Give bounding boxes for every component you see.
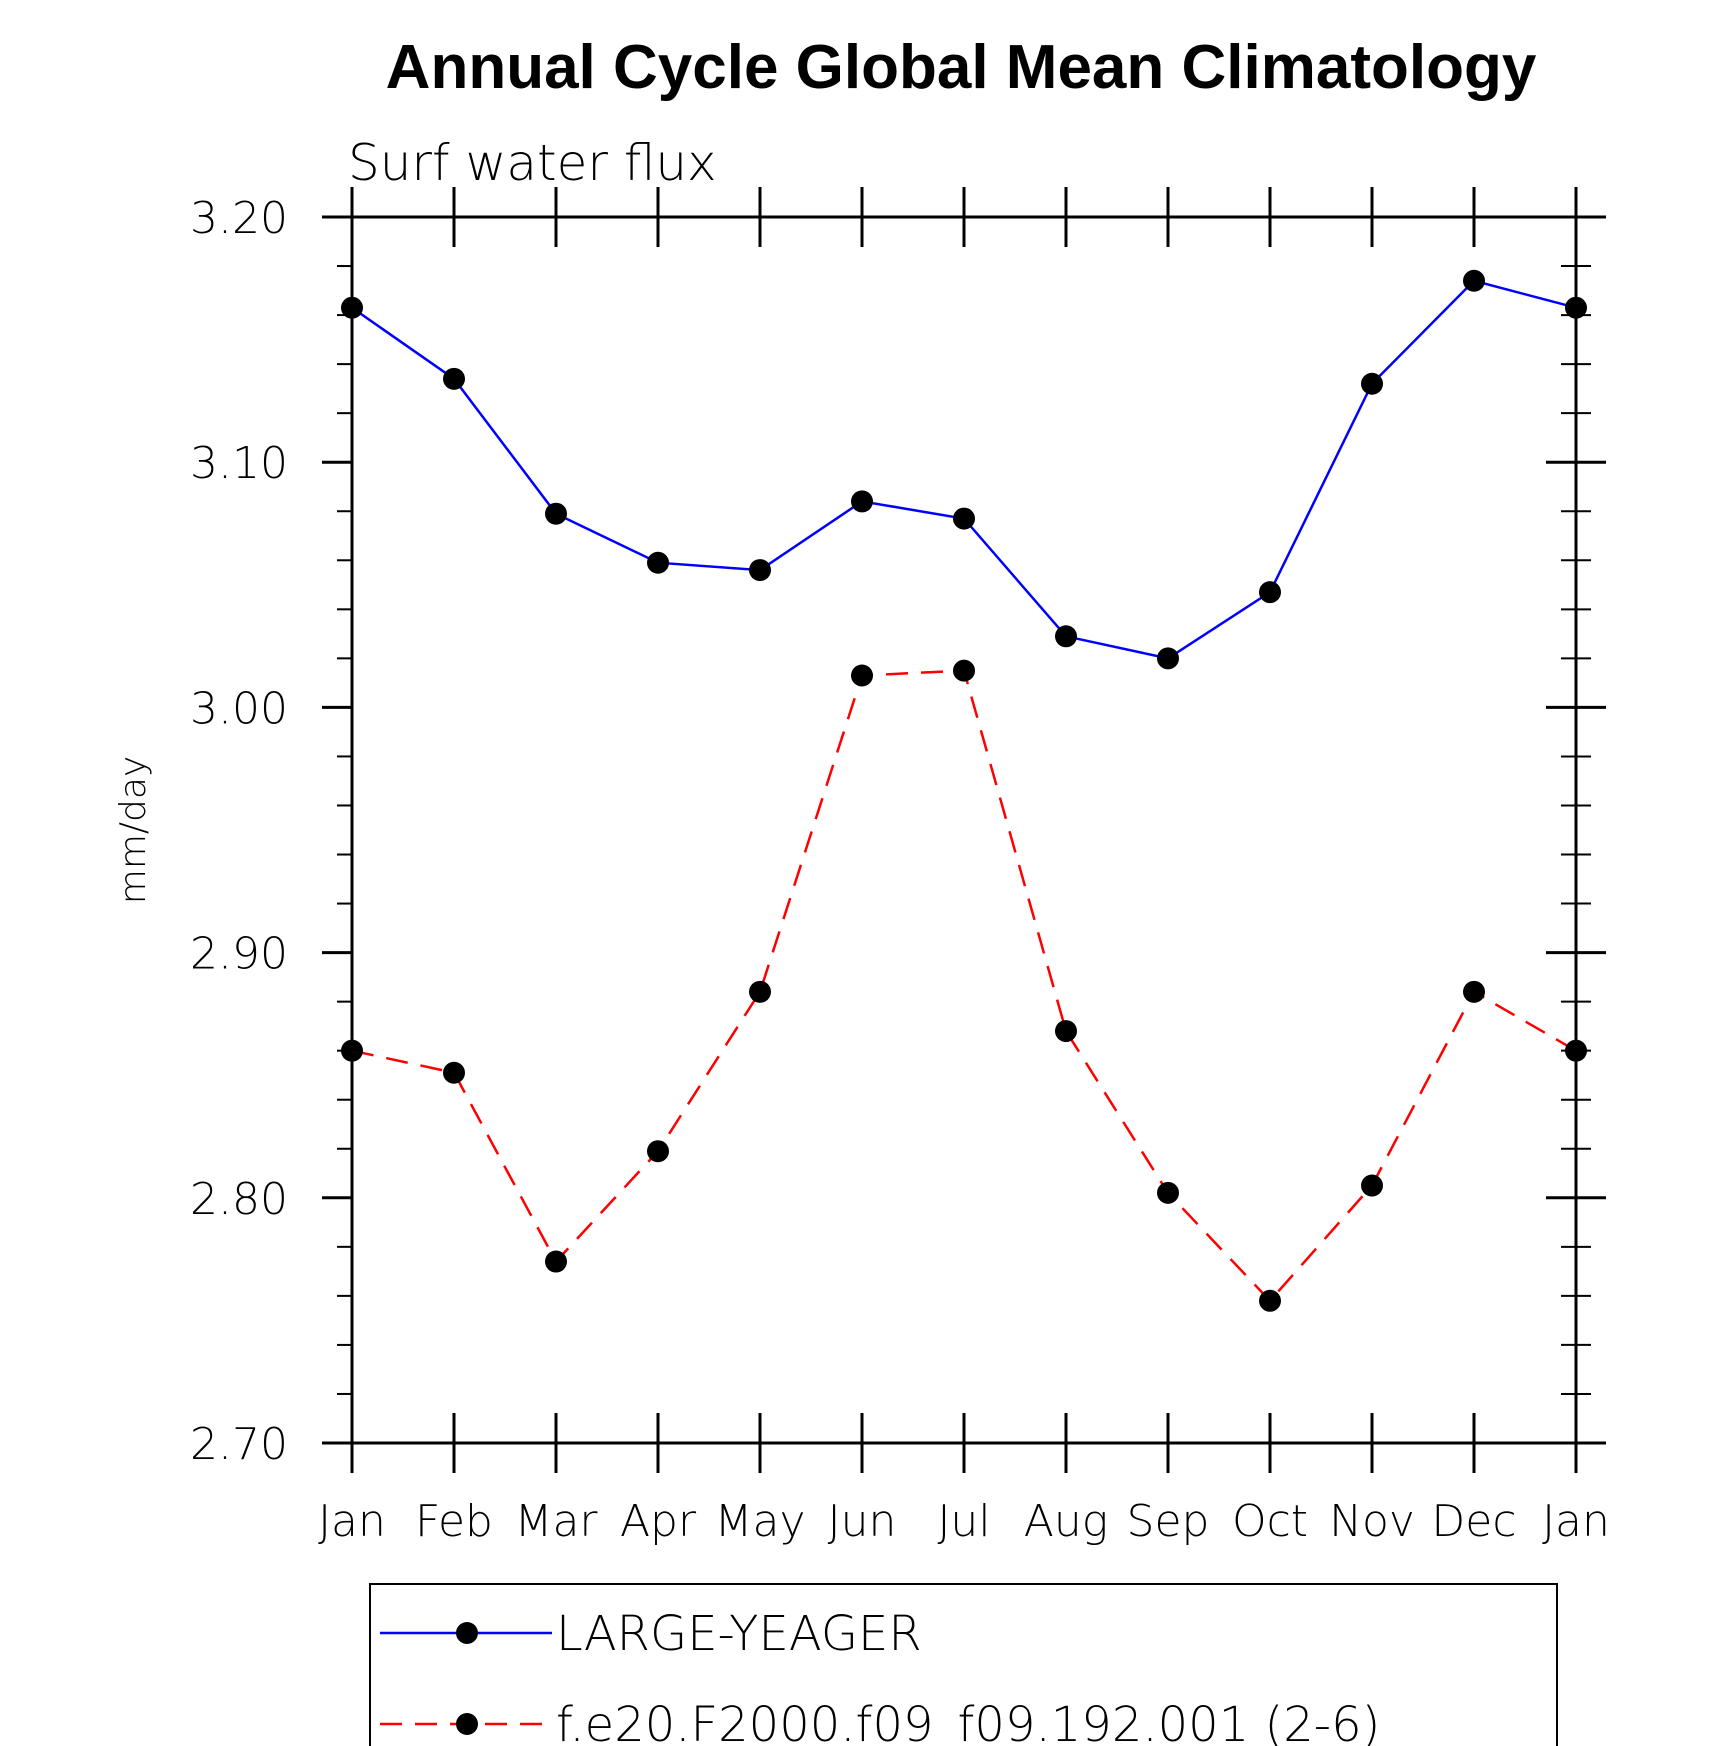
data-point <box>1463 980 1485 1003</box>
data-point <box>647 551 669 574</box>
legend-label: LARGE-YEAGER <box>556 1606 922 1662</box>
x-tick-label: Jan <box>1542 1496 1610 1547</box>
data-point <box>953 507 975 530</box>
y-tick-label: 3.20 <box>190 193 288 244</box>
x-tick-label: Jun <box>828 1496 897 1547</box>
x-tick-label: Nov <box>1329 1496 1415 1547</box>
x-tick-label: Apr <box>620 1496 697 1547</box>
data-point <box>1055 625 1077 648</box>
data-point <box>341 1039 363 1062</box>
data-point <box>1157 1181 1179 1204</box>
x-tick-label: Jul <box>937 1496 990 1547</box>
x-tick-label: May <box>715 1496 806 1547</box>
chart-title: Annual Cycle Global Mean Climatology <box>386 33 1537 102</box>
legend-entry: f.e20.F2000.f09_f09.192.001 (2-6) <box>380 1697 1380 1746</box>
major-ticks <box>322 187 1606 1473</box>
data-point <box>1565 296 1587 319</box>
data-point <box>341 296 363 319</box>
x-tick-label: Mar <box>514 1496 598 1547</box>
x-tick-label: Feb <box>415 1496 493 1547</box>
data-point <box>1463 269 1485 292</box>
series-1 <box>341 269 1587 670</box>
y-tick-label: 2.80 <box>190 1174 288 1225</box>
x-tick-label: Jan <box>318 1496 386 1547</box>
x-tick-labels: Jan Feb Mar Apr May Jun Jul Aug Sep Oct Nov Dec Jan <box>318 1496 1610 1547</box>
x-tick-label: Oct <box>1232 1496 1308 1547</box>
series-line <box>351 669 1577 1303</box>
data-point <box>443 367 465 390</box>
data-point <box>1055 1020 1077 1043</box>
y-axis-title: mm/day <box>113 756 154 904</box>
data-point <box>953 659 975 682</box>
series-2 <box>341 659 1587 1312</box>
y-tick-labels: 2.70 2.80 2.90 3.00 3.10 3.20 <box>190 193 288 1470</box>
legend-box <box>369 1583 1558 1746</box>
data-point <box>851 664 873 687</box>
y-tick-label: 2.90 <box>190 929 288 980</box>
data-point <box>1157 647 1179 670</box>
legend-marker <box>456 1713 478 1735</box>
data-point <box>1259 581 1281 604</box>
chart-subtitle: Surf water flux <box>348 134 717 192</box>
data-point <box>749 559 771 582</box>
series-line <box>351 279 1577 660</box>
series-layer <box>341 269 1587 1312</box>
data-point <box>1361 1174 1383 1197</box>
y-tick-label: 3.10 <box>190 438 288 489</box>
x-tick-label: Sep <box>1127 1496 1210 1547</box>
data-point <box>443 1061 465 1084</box>
minor-ticks <box>337 265 1591 1395</box>
legend-label: f.e20.F2000.f09_f09.192.001 (2-6) <box>556 1697 1380 1746</box>
data-point <box>749 980 771 1003</box>
legend: LARGE-YEAGER f.e20.F2000.f09_f09.192.001 … <box>369 1583 1558 1746</box>
data-point <box>545 1250 567 1273</box>
x-tick-label: Aug <box>1024 1496 1108 1547</box>
plot-frame <box>350 215 1578 1445</box>
data-point <box>1361 372 1383 395</box>
legend-marker <box>456 1622 478 1644</box>
y-tick-label: 3.00 <box>190 683 288 734</box>
data-point <box>1259 1289 1281 1312</box>
y-tick-label: 2.70 <box>190 1419 288 1470</box>
data-point <box>1565 1039 1587 1062</box>
x-tick-label: Dec <box>1431 1496 1516 1547</box>
data-point <box>851 490 873 513</box>
data-point <box>545 502 567 525</box>
data-point <box>647 1140 669 1163</box>
legend-entry: LARGE-YEAGER <box>380 1606 922 1662</box>
